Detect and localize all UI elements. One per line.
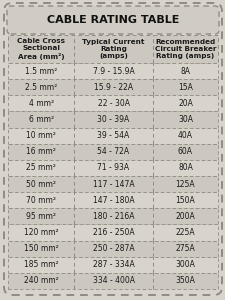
FancyBboxPatch shape xyxy=(8,224,217,241)
FancyBboxPatch shape xyxy=(8,208,217,224)
Text: 71 - 93A: 71 - 93A xyxy=(97,164,129,172)
Text: 147 - 180A: 147 - 180A xyxy=(92,196,134,205)
Text: 60A: 60A xyxy=(177,147,192,156)
Text: 10 mm²: 10 mm² xyxy=(26,131,56,140)
Text: 150 mm²: 150 mm² xyxy=(24,244,58,253)
FancyBboxPatch shape xyxy=(8,273,217,289)
Text: 54 - 72A: 54 - 72A xyxy=(97,147,129,156)
Text: 70 mm²: 70 mm² xyxy=(26,196,56,205)
FancyBboxPatch shape xyxy=(8,95,217,111)
Text: 4 mm²: 4 mm² xyxy=(28,99,53,108)
Text: 16 mm²: 16 mm² xyxy=(26,147,56,156)
FancyBboxPatch shape xyxy=(4,3,221,295)
Text: 20A: 20A xyxy=(177,99,192,108)
FancyBboxPatch shape xyxy=(8,79,217,95)
Text: 240 mm²: 240 mm² xyxy=(24,276,58,285)
Text: CABLE RATING TABLE: CABLE RATING TABLE xyxy=(47,15,178,25)
Text: 80A: 80A xyxy=(177,164,192,172)
Text: 334 - 400A: 334 - 400A xyxy=(92,276,134,285)
Text: 1.5 mm²: 1.5 mm² xyxy=(25,67,57,76)
FancyBboxPatch shape xyxy=(8,160,217,176)
Text: Cable Cross
Sectional
Area (mm²): Cable Cross Sectional Area (mm²) xyxy=(17,38,65,60)
Text: Recommended
Circuit Breaker
Rating (amps): Recommended Circuit Breaker Rating (amps… xyxy=(154,39,215,59)
Text: 15.9 - 22A: 15.9 - 22A xyxy=(94,83,133,92)
Text: 95 mm²: 95 mm² xyxy=(26,212,56,221)
Text: 117 - 147A: 117 - 147A xyxy=(92,180,134,189)
Text: 200A: 200A xyxy=(175,212,194,221)
Text: 120 mm²: 120 mm² xyxy=(24,228,58,237)
Text: 275A: 275A xyxy=(175,244,194,253)
Text: 39 - 54A: 39 - 54A xyxy=(97,131,129,140)
FancyBboxPatch shape xyxy=(8,63,217,79)
Text: 15A: 15A xyxy=(177,83,192,92)
Text: 180 - 216A: 180 - 216A xyxy=(92,212,134,221)
FancyBboxPatch shape xyxy=(8,144,217,160)
FancyBboxPatch shape xyxy=(8,35,217,63)
Text: 250 - 287A: 250 - 287A xyxy=(92,244,134,253)
Text: 40A: 40A xyxy=(177,131,192,140)
FancyBboxPatch shape xyxy=(7,6,218,34)
Text: 7.9 - 15.9A: 7.9 - 15.9A xyxy=(92,67,134,76)
Text: 125A: 125A xyxy=(175,180,194,189)
Text: 185 mm²: 185 mm² xyxy=(24,260,58,269)
Text: 2.5 mm²: 2.5 mm² xyxy=(25,83,57,92)
Text: 25 mm²: 25 mm² xyxy=(26,164,56,172)
FancyBboxPatch shape xyxy=(8,192,217,208)
FancyBboxPatch shape xyxy=(8,257,217,273)
Text: 30 - 39A: 30 - 39A xyxy=(97,115,129,124)
Text: 225A: 225A xyxy=(175,228,194,237)
Text: 287 - 334A: 287 - 334A xyxy=(92,260,134,269)
Text: 8A: 8A xyxy=(180,67,190,76)
Text: 50 mm²: 50 mm² xyxy=(26,180,56,189)
Text: Typical Current
Rating
(amps): Typical Current Rating (amps) xyxy=(82,39,144,59)
FancyBboxPatch shape xyxy=(8,111,217,128)
Text: 6 mm²: 6 mm² xyxy=(28,115,53,124)
Text: 300A: 300A xyxy=(175,260,195,269)
Text: 22 - 30A: 22 - 30A xyxy=(97,99,129,108)
Text: 216 - 250A: 216 - 250A xyxy=(92,228,134,237)
FancyBboxPatch shape xyxy=(8,128,217,144)
Text: 350A: 350A xyxy=(175,276,195,285)
FancyBboxPatch shape xyxy=(8,241,217,257)
FancyBboxPatch shape xyxy=(8,176,217,192)
Text: 150A: 150A xyxy=(175,196,194,205)
Text: 30A: 30A xyxy=(177,115,192,124)
